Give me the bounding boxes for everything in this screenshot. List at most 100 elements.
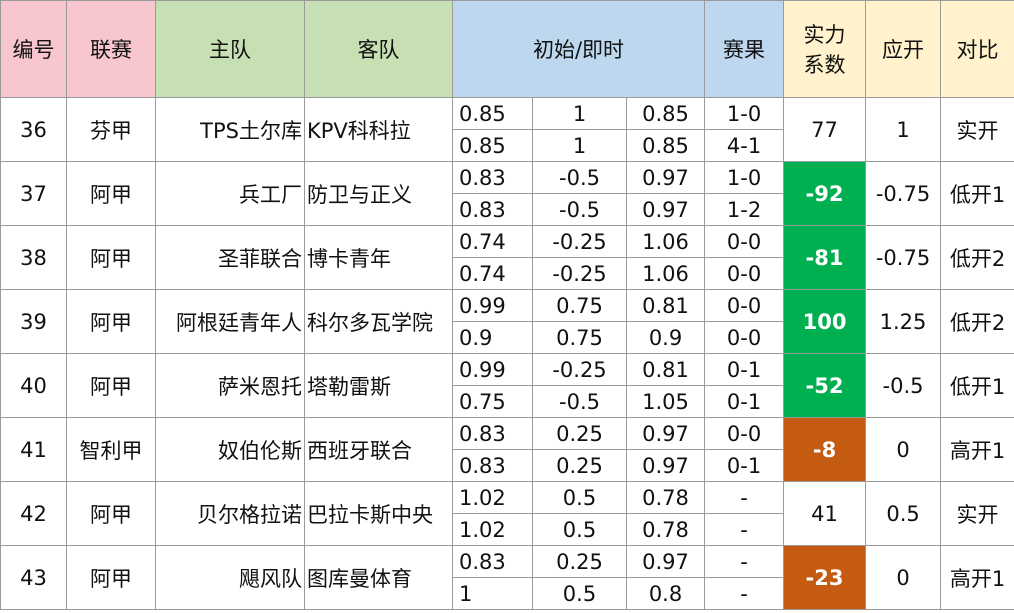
header-strength: 实力 系数 [783, 0, 867, 98]
table-row: 1 0.5 0.8- [1, 577, 1014, 610]
match-number: 38 [0, 225, 67, 290]
initial-home-odds: 0.83 [452, 545, 533, 578]
initial-away-odds: 0.78 [625, 481, 706, 514]
live-home-odds: 0.83 [452, 193, 533, 226]
header-row: 编号 联赛 主队 客队 初始/即时 赛果 实力 系数 应开 对比 [0, 0, 1014, 98]
away-team: 博卡青年 [304, 225, 453, 290]
home-team: 贝尔格拉诺 [155, 481, 305, 546]
initial-handicap: 1 [532, 97, 627, 130]
initial-handicap: -0.5 [532, 161, 627, 194]
match-number: 40 [0, 353, 67, 418]
result-primary: 1-0 [704, 161, 785, 194]
result-secondary: 4-1 [704, 129, 785, 162]
strength-coefficient: 77 [783, 97, 867, 162]
comparison-label: 实开 [940, 97, 1014, 162]
live-away-odds: 0.85 [625, 129, 706, 162]
expected-handicap: -0.5 [865, 353, 942, 418]
result-secondary: 0-1 [704, 449, 785, 482]
table-body: 36 芬甲 TPS土尔库 KPV科科拉 0.85 1 0.85 1-0 77 1 实开 0.85 1 0.… [0, 97, 1014, 610]
live-home-odds: 0.85 [452, 129, 533, 162]
table-row: 0.85 1 0.85 4-1 [1, 129, 1014, 162]
home-team: TPS土尔库 [155, 97, 305, 162]
away-team: 西班牙联合 [304, 417, 453, 482]
live-away-odds: 0.8 [625, 577, 706, 610]
away-team: KPV科科拉 [304, 97, 453, 162]
table-row: 42 阿甲 贝尔格拉诺 巴拉卡斯中央 1.02 0.5 0.78-41 0.5 实开 [0, 481, 1014, 546]
header-expected: 应开 [865, 0, 942, 98]
table-row: 40 阿甲 萨米恩托 塔勒雷斯 0.99 -0.25 0.81 0-1 -52 -0.5 低开1 [0, 353, 1014, 418]
league-name: 阿甲 [66, 225, 156, 290]
expected-handicap: 0 [865, 417, 942, 482]
initial-home-odds: 0.99 [452, 289, 533, 322]
live-away-odds: 1.05 [625, 385, 706, 418]
match-number: 36 [0, 97, 67, 162]
result-secondary: - [704, 577, 785, 610]
result-primary: 0-0 [704, 417, 785, 450]
comparison-label: 低开2 [940, 289, 1014, 354]
live-away-odds: 0.78 [625, 513, 706, 546]
home-team: 圣菲联合 [155, 225, 305, 290]
live-handicap: -0.5 [532, 193, 627, 226]
initial-handicap: -0.25 [532, 353, 627, 386]
initial-home-odds: 0.85 [452, 97, 533, 130]
initial-handicap: 0.5 [532, 481, 627, 514]
initial-home-odds: 1.02 [452, 481, 533, 514]
result-secondary: 1-2 [704, 193, 785, 226]
home-team: 萨米恩托 [155, 353, 305, 418]
away-team: 防卫与正义 [304, 161, 453, 226]
live-home-odds: 0.9 [452, 321, 533, 354]
strength-coefficient: -52 [783, 353, 867, 418]
live-handicap: 0.25 [532, 449, 627, 482]
initial-handicap: 0.25 [532, 417, 627, 450]
expected-handicap: 0.5 [865, 481, 942, 546]
header-result: 赛果 [704, 0, 785, 98]
initial-handicap: -0.25 [532, 225, 627, 258]
expected-handicap: 0 [865, 545, 942, 610]
match-number: 41 [0, 417, 67, 482]
match-number: 37 [0, 161, 67, 226]
initial-away-odds: 0.97 [625, 417, 706, 450]
live-handicap: -0.25 [532, 257, 627, 290]
header-strength-line2: 系数 [803, 53, 846, 77]
league-name: 阿甲 [66, 289, 156, 354]
result-primary: 0-0 [704, 225, 785, 258]
comparison-label: 低开2 [940, 225, 1014, 290]
away-team: 科尔多瓦学院 [304, 289, 453, 354]
live-home-odds: 0.83 [452, 449, 533, 482]
match-number: 43 [0, 545, 67, 610]
result-secondary: - [704, 513, 785, 546]
strength-coefficient: -23 [783, 545, 867, 610]
initial-handicap: 0.25 [532, 545, 627, 578]
league-name: 阿甲 [66, 481, 156, 546]
table-row: 39 阿甲 阿根廷青年人 科尔多瓦学院 0.99 0.75 0.81 0-0 100 1.25 低开… [0, 289, 1014, 354]
header-league: 联赛 [66, 0, 156, 98]
initial-away-odds: 1.06 [625, 225, 706, 258]
live-handicap: 1 [532, 129, 627, 162]
result-secondary: 0-0 [704, 257, 785, 290]
initial-away-odds: 0.85 [625, 97, 706, 130]
initial-home-odds: 0.74 [452, 225, 533, 258]
result-secondary: 0-1 [704, 385, 785, 418]
strength-coefficient: -8 [783, 417, 867, 482]
live-home-odds: 1.02 [452, 513, 533, 546]
table-row: 0.74 -0.25 1.06 0-0 [1, 257, 1014, 290]
expected-handicap: 1 [865, 97, 942, 162]
table-row: 43 阿甲 飓风队 图库曼体育 0.83 0.25 0.97- -23 0 高开1 [0, 545, 1014, 610]
league-name: 阿甲 [66, 161, 156, 226]
comparison-label: 实开 [940, 481, 1014, 546]
initial-away-odds: 0.81 [625, 353, 706, 386]
expected-handicap: 1.25 [865, 289, 942, 354]
initial-away-odds: 0.81 [625, 289, 706, 322]
table-row: 38 阿甲 圣菲联合 博卡青年 0.74 -0.25 1.06 0-0 -81 -0.75 低开2 [0, 225, 1014, 290]
initial-home-odds: 0.99 [452, 353, 533, 386]
result-primary: 0-0 [704, 289, 785, 322]
header-home: 主队 [155, 0, 305, 98]
home-team: 兵工厂 [155, 161, 305, 226]
result-secondary: 0-0 [704, 321, 785, 354]
match-number: 42 [0, 481, 67, 546]
result-primary: - [704, 545, 785, 578]
home-team: 飓风队 [155, 545, 305, 610]
header-compare: 对比 [940, 0, 1014, 98]
header-away: 客队 [304, 0, 453, 98]
